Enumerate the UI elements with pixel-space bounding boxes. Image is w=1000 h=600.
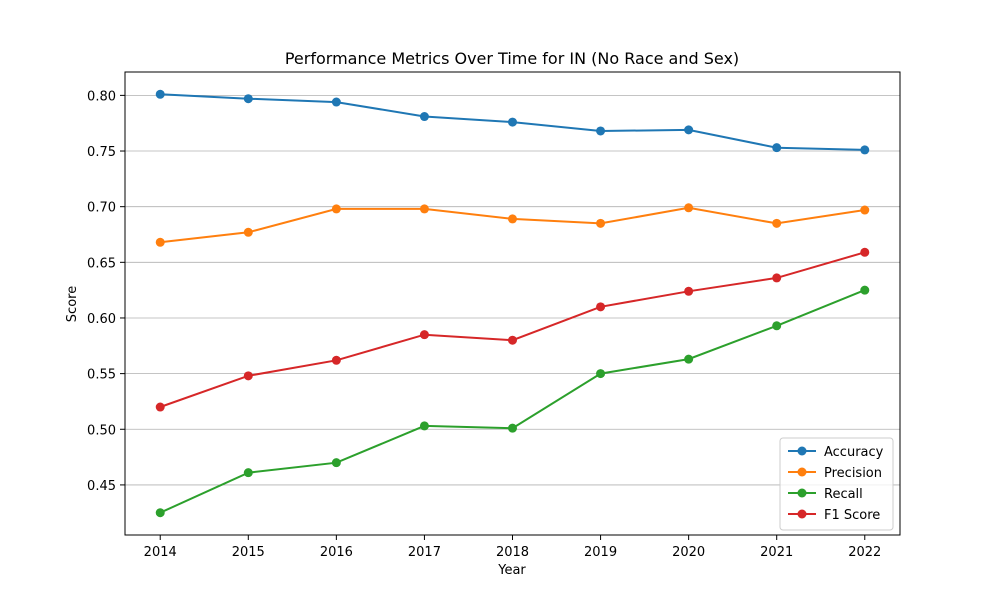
- data-point-recall: [155, 508, 165, 518]
- series-precision: [155, 203, 870, 247]
- x-tick-label: 2020: [672, 545, 705, 560]
- data-point-precision: [155, 237, 165, 247]
- data-point-accuracy: [331, 97, 341, 107]
- grid-lines: [125, 94, 900, 486]
- legend-marker: [797, 467, 807, 477]
- y-axis: 0.45 0.50 0.55 0.60 0.65 0.70 0.75 0.80: [87, 89, 125, 494]
- legend-label: Recall: [824, 487, 863, 502]
- x-tick-label: 2014: [144, 545, 177, 560]
- data-point-accuracy: [596, 126, 606, 136]
- y-tick-label: 0.75: [87, 145, 116, 160]
- series-recall: [155, 285, 870, 518]
- data-point-f1-score: [243, 371, 253, 381]
- data-point-f1-score: [331, 355, 341, 365]
- x-tick-label: 2015: [232, 545, 265, 560]
- y-tick-label: 0.65: [87, 256, 116, 271]
- data-point-accuracy: [243, 94, 253, 104]
- x-tick-label: 2021: [760, 545, 793, 560]
- legend-marker: [797, 488, 807, 498]
- legend-box: [779, 437, 894, 531]
- data-point-precision: [596, 218, 606, 228]
- data-point-accuracy: [508, 117, 517, 127]
- y-axis-label: Score: [65, 286, 80, 322]
- data-point-precision: [684, 203, 694, 213]
- y-tick-label: 0.45: [87, 479, 116, 494]
- data-point-precision: [419, 204, 429, 214]
- data-point-recall: [596, 369, 606, 379]
- legend-item: Accuracy: [788, 445, 884, 460]
- data-point-accuracy: [155, 89, 165, 99]
- data-point-recall: [331, 458, 341, 468]
- y-tick-label: 0.70: [87, 201, 116, 216]
- legend-marker: [797, 446, 807, 456]
- x-tick-label: 2018: [496, 545, 529, 560]
- data-point-precision: [331, 204, 341, 214]
- legend-label: Precision: [824, 466, 882, 481]
- data-point-f1-score: [860, 247, 870, 257]
- x-tick-label: 2017: [408, 545, 441, 560]
- data-point-precision: [508, 214, 517, 224]
- data-point-recall: [860, 285, 870, 295]
- x-tick-label: 2019: [584, 545, 617, 560]
- legend: Accuracy Precision Recall F1 Score: [779, 437, 894, 531]
- data-point-accuracy: [419, 112, 429, 122]
- data-point-recall: [772, 321, 782, 331]
- x-axis: 2014 2015 2016 2017 2018 2019 2020 2021 2022: [144, 535, 881, 560]
- y-tick-label: 0.50: [87, 423, 116, 438]
- data-point-f1-score: [684, 286, 694, 296]
- data-point-f1-score: [419, 330, 429, 340]
- series-line-recall: [159, 289, 866, 514]
- data-point-accuracy: [772, 143, 782, 153]
- x-tick-label: 2022: [848, 545, 881, 560]
- legend-item: Precision: [788, 466, 882, 481]
- legend-item: F1 Score: [788, 508, 880, 523]
- data-point-precision: [860, 205, 870, 215]
- series-line-precision: [160, 206, 865, 244]
- series-line-f1-score: [159, 251, 866, 408]
- y-tick-label: 0.55: [87, 368, 116, 383]
- data-point-recall: [508, 423, 517, 433]
- chart-title: Performance Metrics Over Time for IN (No…: [285, 49, 739, 68]
- data-point-f1-score: [155, 402, 165, 412]
- data-point-precision: [243, 227, 253, 237]
- legend-label: F1 Score: [824, 508, 880, 523]
- x-tick-label: 2016: [320, 545, 353, 560]
- y-tick-label: 0.80: [87, 89, 116, 104]
- y-tick-label: 0.60: [87, 312, 116, 327]
- legend-label: Accuracy: [824, 445, 884, 460]
- data-point-accuracy: [860, 145, 870, 155]
- data-point-recall: [243, 468, 253, 478]
- series-f1-score: [155, 247, 870, 412]
- x-axis-label: Year: [497, 563, 526, 578]
- data-point-f1-score: [508, 335, 517, 345]
- data-point-accuracy: [684, 125, 694, 135]
- data-point-recall: [419, 421, 429, 431]
- legend-marker: [797, 509, 807, 519]
- data-point-f1-score: [772, 273, 782, 283]
- data-point-precision: [772, 218, 782, 228]
- data-point-recall: [684, 354, 694, 364]
- series-accuracy: [155, 89, 870, 155]
- data-point-f1-score: [596, 302, 606, 312]
- legend-item: Recall: [788, 487, 863, 502]
- series-layer: [155, 89, 870, 518]
